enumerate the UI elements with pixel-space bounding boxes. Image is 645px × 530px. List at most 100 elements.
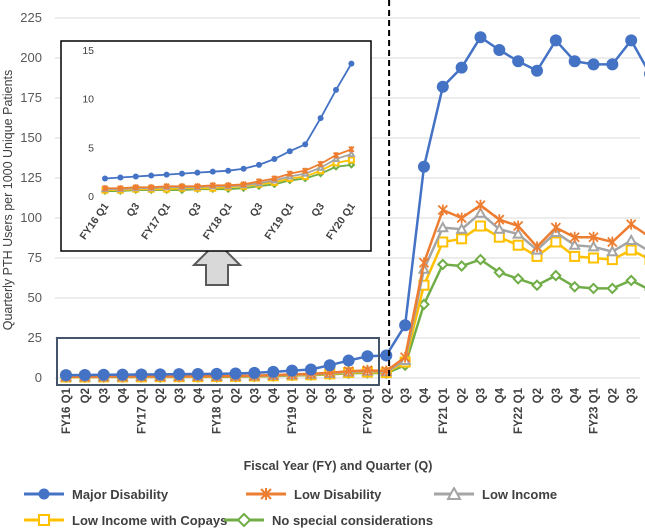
data-point	[606, 254, 618, 266]
data-point	[154, 368, 167, 381]
x-tick-label: FY20 Q1	[362, 387, 374, 434]
data-point	[436, 221, 449, 233]
inset-data-point	[348, 146, 355, 153]
legend: Major Disability Low Disability Low Inco…	[22, 484, 622, 530]
data-point	[399, 351, 411, 363]
y-tick-label: 200	[20, 50, 42, 65]
inset-data-point	[240, 181, 247, 188]
inset-data-point	[225, 167, 232, 174]
inset-data-point	[347, 156, 355, 164]
data-point	[455, 222, 468, 234]
inset-data-point	[194, 183, 201, 190]
x-tick-label: Q2	[607, 388, 619, 403]
data-point	[607, 236, 618, 248]
y-tick-labels: 0 25 50 75 100 125 150 175 200 225	[20, 10, 42, 385]
data-point	[191, 368, 204, 380]
x-tick-label: Q3	[99, 388, 111, 403]
x-tick-label: Q3	[249, 388, 261, 403]
data-point	[512, 272, 525, 285]
inset-data-point	[317, 160, 324, 168]
inset-data-point	[302, 141, 309, 148]
inset-data-point	[240, 165, 247, 172]
data-point	[493, 231, 505, 243]
data-point	[474, 31, 487, 44]
x-tick-label: Q2	[532, 388, 544, 403]
inset-data-point	[255, 178, 263, 185]
data-point	[569, 250, 581, 262]
legend-item-major-disability: Major Disability	[22, 484, 168, 504]
data-point	[436, 80, 449, 93]
x-tick-label: FY21 Q1	[438, 387, 450, 434]
x-tick-label: Q2	[155, 388, 167, 403]
inset-data-point	[286, 148, 293, 155]
legend-label: Low Income with Copays	[72, 512, 228, 528]
inset-data-point	[163, 171, 170, 178]
data-point	[513, 220, 524, 232]
x-tick-label: Q4	[494, 387, 506, 403]
data-point	[417, 160, 430, 173]
data-point	[343, 365, 354, 377]
data-point	[531, 64, 543, 77]
data-point	[474, 220, 486, 232]
legend-item-low-income: Low Income	[432, 484, 557, 504]
inset-data-point	[102, 175, 108, 182]
x-tick-label: Q4	[344, 387, 356, 403]
data-point	[60, 369, 72, 382]
inset-data-point	[101, 185, 109, 192]
inset-data-point	[333, 86, 339, 93]
data-point	[456, 233, 468, 245]
y-tick-label: 75	[28, 250, 42, 265]
inset-data-point	[117, 174, 124, 181]
inset-data-point	[148, 184, 155, 191]
x-tick-label: FY23 Q1	[589, 387, 601, 434]
x-tick-label: FY16 Q1	[61, 387, 73, 434]
inset-data-point	[148, 172, 155, 179]
y-tick-label: 100	[20, 210, 42, 225]
inset-data-point	[332, 151, 340, 159]
data-point	[342, 354, 355, 367]
data-point	[588, 231, 599, 243]
data-point	[568, 55, 581, 68]
y-tick-label: 225	[20, 10, 42, 25]
x-tick-label: Q4	[118, 387, 130, 403]
inset-data-point	[225, 182, 232, 189]
inset-frame	[60, 40, 372, 252]
inset-data-point	[179, 170, 185, 177]
data-point	[286, 364, 299, 377]
data-point	[135, 368, 148, 381]
y-tick-label: 50	[28, 290, 42, 305]
data-point	[399, 319, 412, 332]
data-point	[493, 266, 506, 279]
x-tick-label: Q2	[80, 388, 92, 403]
data-point	[455, 260, 468, 272]
inset-data-point	[347, 160, 356, 169]
data-point	[78, 368, 91, 381]
data-point	[323, 359, 336, 372]
data-point	[625, 274, 638, 287]
inset-data-point	[117, 185, 124, 192]
inset-data-point	[348, 60, 355, 67]
inset-series-low-disability	[101, 146, 355, 192]
x-tick-label: Q3	[400, 388, 412, 403]
x-tick-label: Q3	[626, 388, 638, 403]
data-point	[494, 214, 505, 225]
data-point	[436, 258, 449, 271]
inset-y-tick-label: 0	[88, 191, 94, 203]
data-point	[568, 280, 581, 293]
data-point	[173, 368, 186, 381]
data-point	[418, 257, 430, 269]
y-axis-title: Quarterly PTH Users per 1000 Unique Pati…	[1, 70, 15, 331]
inset-data-point	[256, 161, 262, 168]
x-tick-label: Q3	[325, 388, 337, 403]
x-tick-label: Q3	[174, 388, 186, 403]
inset-data-point	[331, 154, 341, 163]
inset-data-point	[209, 168, 216, 175]
data-point	[512, 239, 524, 251]
data-point	[550, 222, 561, 233]
data-point	[116, 368, 129, 381]
data-point	[437, 204, 448, 216]
data-point	[568, 238, 581, 250]
x-tick-label: Q2	[306, 388, 318, 403]
inset-data-point	[271, 175, 278, 182]
